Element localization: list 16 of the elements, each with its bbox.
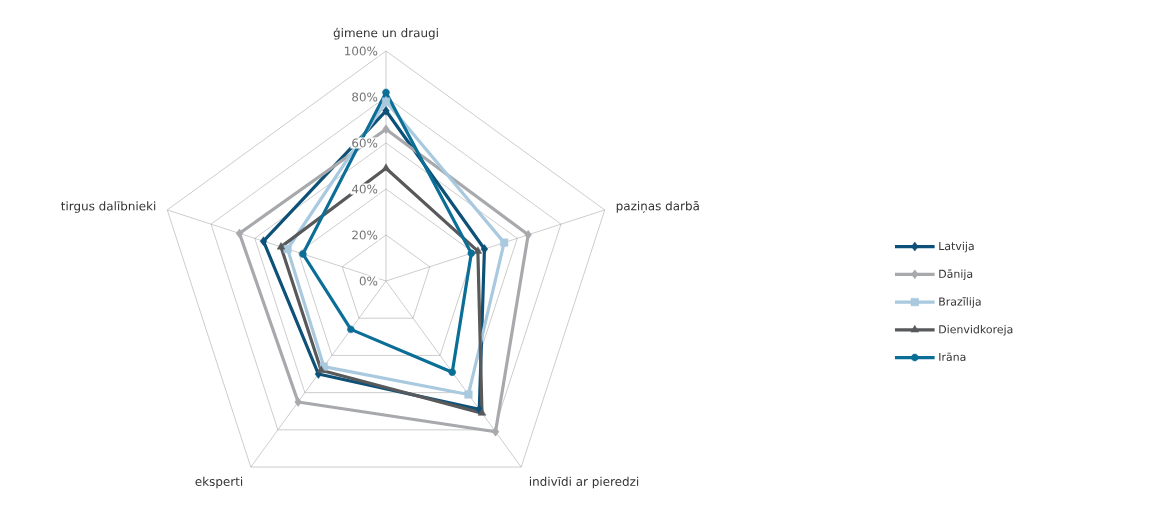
spoke-label: ģimene un draugi bbox=[333, 27, 438, 40]
y-tick-label: 40% bbox=[351, 184, 378, 194]
spoke-label: indivīdi ar pieredzi bbox=[529, 476, 639, 489]
y-tick-label: 100% bbox=[345, 46, 378, 56]
y-tick-label: 0% bbox=[359, 276, 378, 286]
legend-label: Brazīlija bbox=[939, 297, 981, 308]
spoke-label: tirgus dalībnieki bbox=[61, 201, 156, 213]
legend-label: Dānija bbox=[939, 269, 973, 281]
legend-label: Dienvidkoreja bbox=[939, 324, 1013, 336]
legend-label: Irāna bbox=[939, 352, 966, 362]
y-tick-label: 80% bbox=[352, 92, 378, 102]
spoke-label: eksperti bbox=[195, 476, 243, 489]
legend-label: Latvija bbox=[939, 241, 974, 253]
spoke-label: paziņas darbā bbox=[616, 201, 699, 214]
y-tick-label: 20% bbox=[352, 230, 378, 240]
y-tick-label: 60% bbox=[352, 138, 378, 148]
